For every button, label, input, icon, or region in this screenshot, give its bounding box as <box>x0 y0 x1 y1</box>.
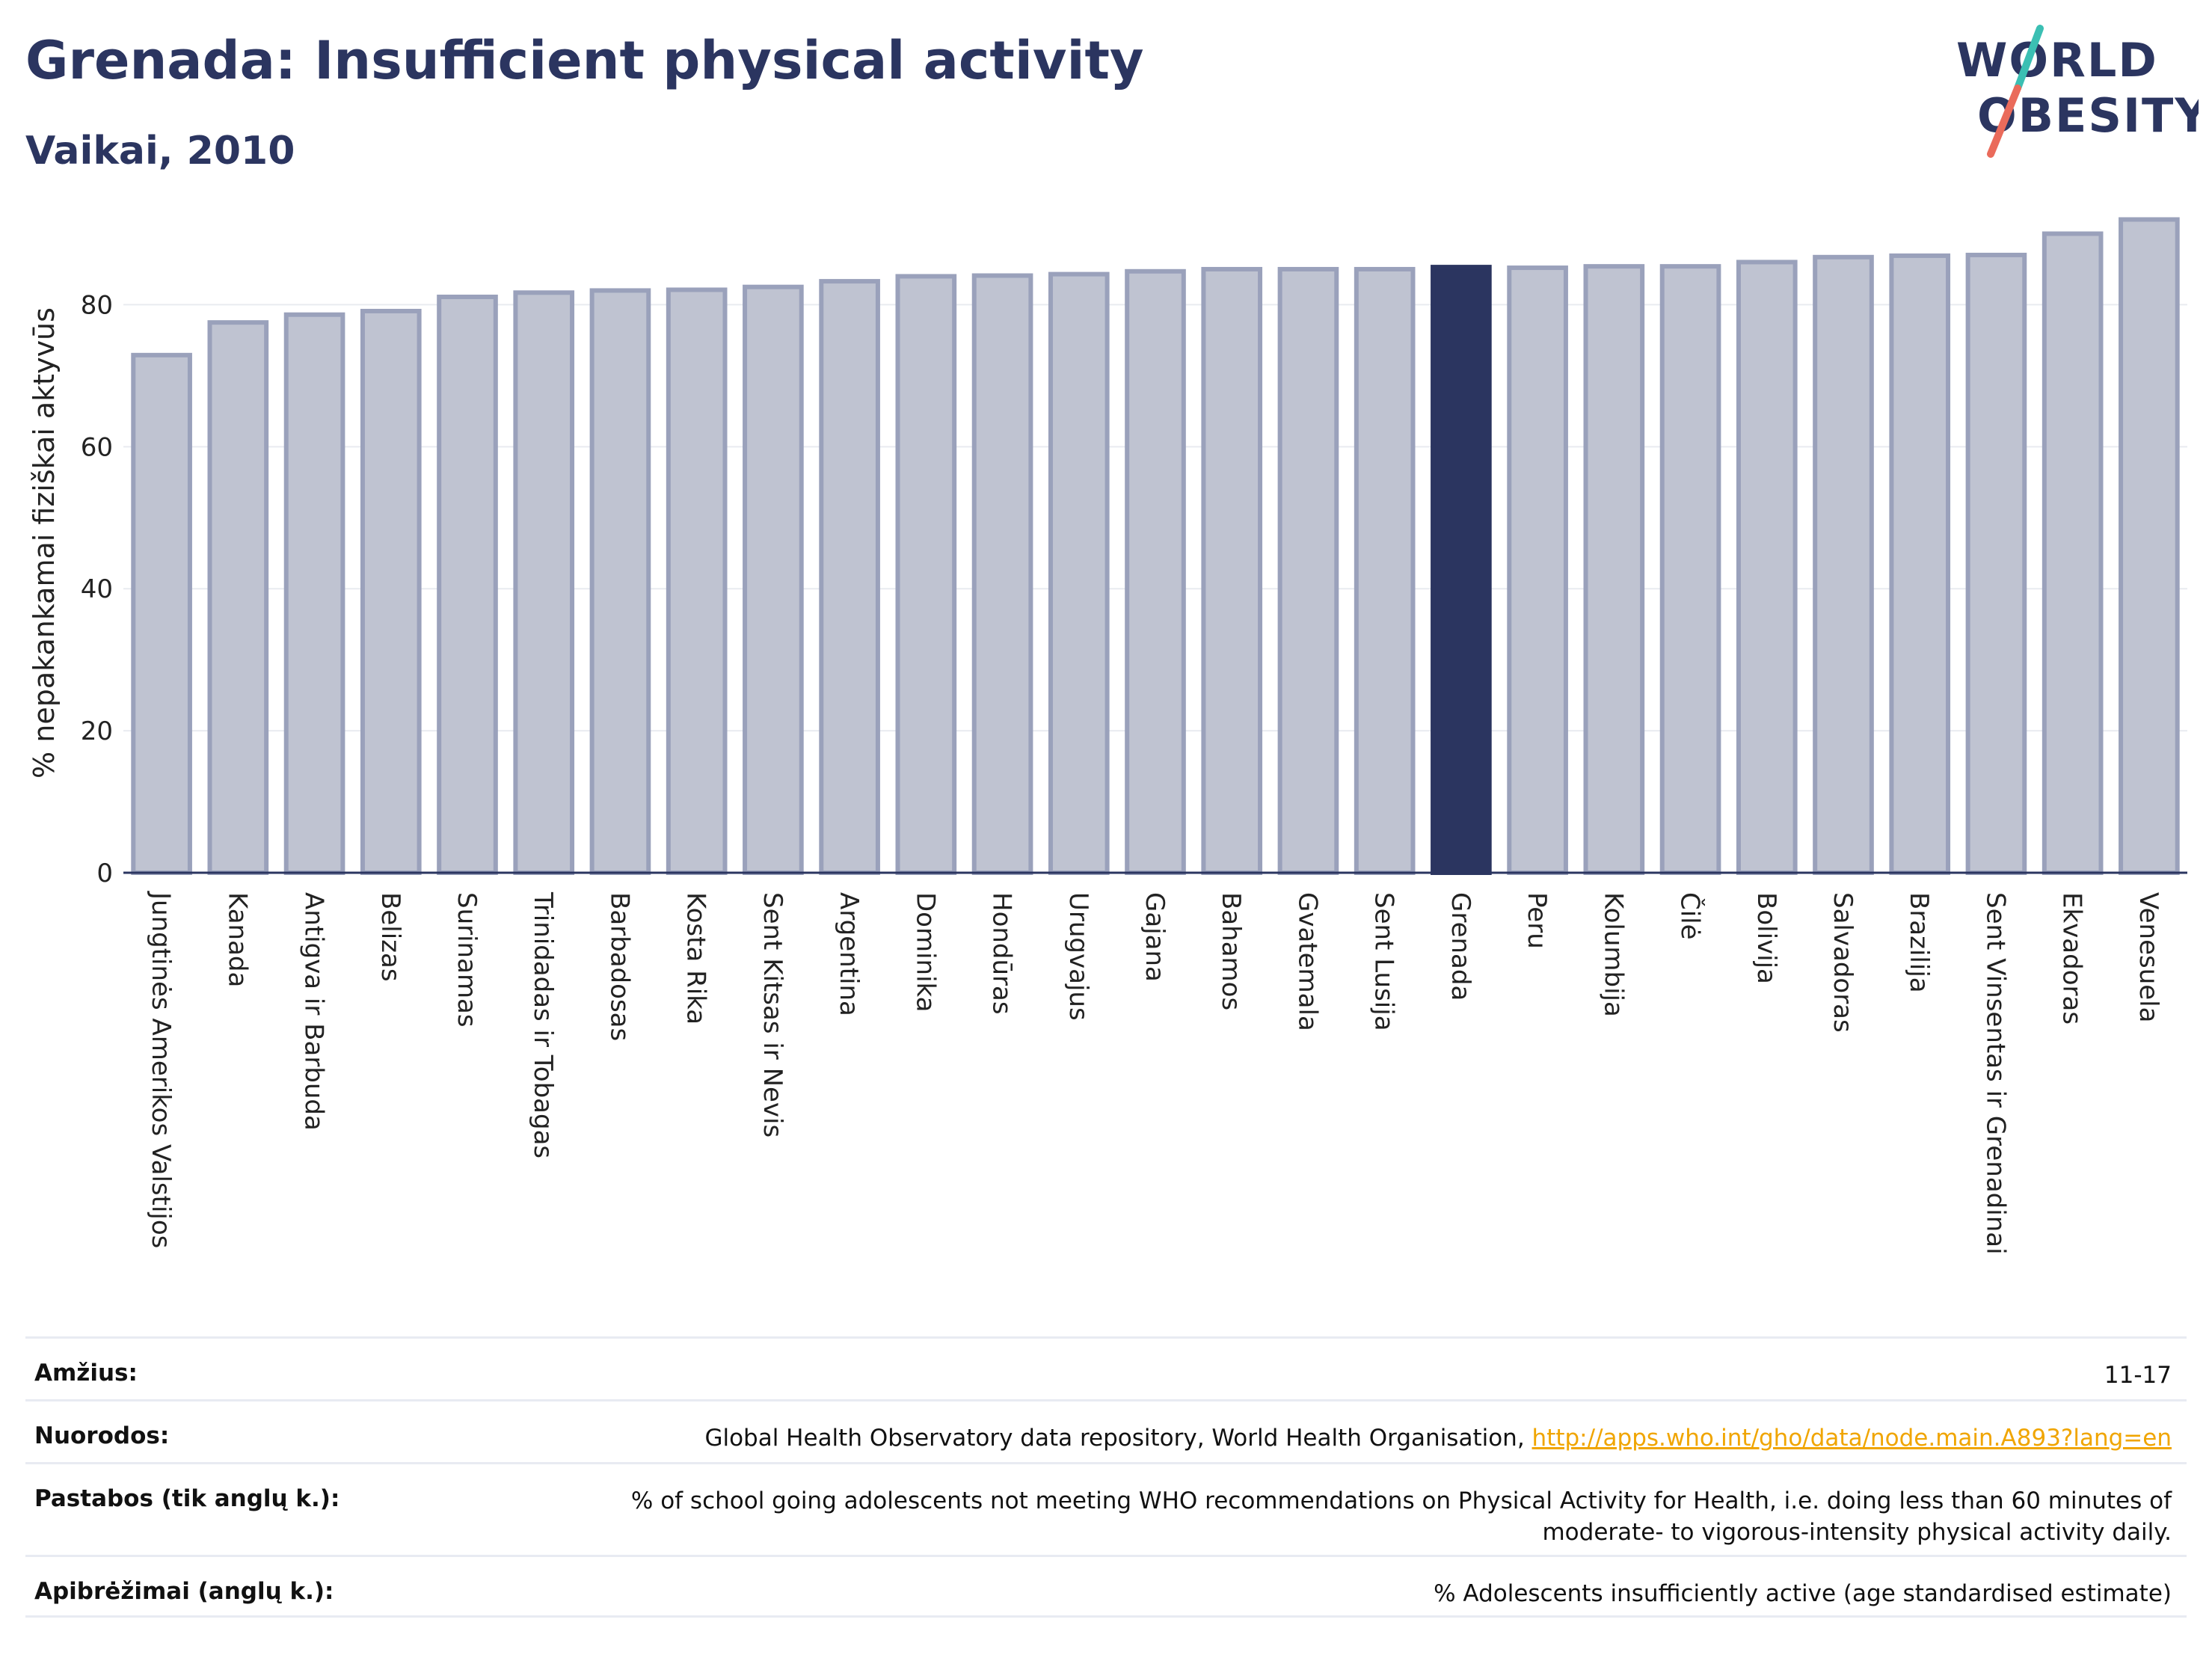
page-subtitle: Vaikai, 2010 <box>25 129 295 174</box>
notes-line-2: moderate- to vigorous-intensity physical… <box>1542 1519 2172 1546</box>
bar <box>1507 265 1568 876</box>
bar <box>1125 268 1186 875</box>
definitions-label: Apibrėžimai (anglų k.): <box>34 1578 334 1605</box>
x-tick-label: Čilė <box>1675 892 1706 940</box>
bar <box>895 274 957 876</box>
references-text: Global Health Observatory data repositor… <box>704 1425 1525 1452</box>
bar <box>1277 266 1339 875</box>
x-tick-label: Argentina <box>834 892 864 1016</box>
bar <box>131 352 192 875</box>
x-tick-label: Salvadoras <box>1828 892 1858 1033</box>
world-obesity-logo: WORLD OBESITY <box>1956 25 2199 158</box>
x-tick-label: Sent Lusija <box>1369 892 1399 1031</box>
x-tick-label: Brazilija <box>1904 892 1934 993</box>
bar <box>1354 266 1416 875</box>
bar <box>1201 266 1263 875</box>
bar <box>207 320 269 875</box>
y-tick-label: 40 <box>81 574 113 604</box>
x-tick-label: Gajana <box>1140 892 1170 982</box>
bar <box>2042 231 2104 875</box>
bar-chart: 0 20 40 60 80 % nepakankamai fiziškai aktyvūs… <box>28 217 2187 1255</box>
footer-row-notes: Pastabos (tik anglų k.): % of school goi… <box>25 1462 2187 1555</box>
logo-slash-teal <box>2014 25 2044 92</box>
bar <box>971 273 1033 876</box>
bar <box>1659 264 1721 875</box>
definitions-value: % Adolescents insufficiently active (age… <box>1434 1580 2172 1607</box>
x-tick-label: Barbadosas <box>604 892 634 1041</box>
bar <box>1889 253 1951 876</box>
bar <box>1431 265 1492 875</box>
x-tick-label: Sent Vinsentas ir Grenadinai <box>1980 892 2010 1255</box>
bar <box>819 279 880 875</box>
y-tick-label: 20 <box>81 716 113 746</box>
x-tick-label: Belizas <box>375 892 405 982</box>
bar <box>2119 217 2180 876</box>
footer-table: Amžius: 11-17 Nuorodos: Global Health Ob… <box>25 1336 2187 1618</box>
x-tick-label: Hondūras <box>987 892 1017 1015</box>
x-tick-label: Antigva ir Barbuda <box>299 892 329 1131</box>
x-tick-label: Gvatemala <box>1292 892 1322 1031</box>
x-tick-label: Grenada <box>1446 892 1475 1001</box>
x-tick-label: Venesuela <box>2133 892 2163 1022</box>
y-tick-label: 60 <box>81 432 113 462</box>
x-tick-label: Sent Kitsas ir Nevis <box>758 892 787 1137</box>
x-tick-label: Jungtinės Amerikos Valstijos <box>146 891 176 1248</box>
logo-text-world: WORLD <box>1956 33 2158 87</box>
footer-row-age: Amžius: 11-17 <box>25 1336 2187 1399</box>
bar <box>1965 252 2027 875</box>
bar <box>743 284 804 875</box>
bar <box>437 294 498 875</box>
x-tick-label: Urugvajus <box>1063 892 1093 1021</box>
y-axis-label: % nepakankamai fiziškai aktyvūs <box>28 307 61 779</box>
bar <box>1736 260 1798 875</box>
x-tick-label: Kosta Rika <box>681 892 711 1025</box>
footer-row-definitions: Apibrėžimai (anglų k.): % Adolescents in… <box>25 1555 2187 1618</box>
notes-line-1: % of school going adolescents not meetin… <box>630 1487 2172 1514</box>
x-tick-label: Peru <box>1522 892 1552 949</box>
x-tick-label: Surinamas <box>452 892 482 1028</box>
x-tick-label: Trinidadas ir Tobagas <box>528 891 558 1158</box>
bar <box>283 312 345 875</box>
bar <box>513 290 575 875</box>
x-tick-label: Bahamos <box>1216 892 1246 1010</box>
y-tick-label: 0 <box>96 859 113 888</box>
references-value: Global Health Observatory data repositor… <box>704 1422 2172 1454</box>
bar <box>589 288 651 875</box>
x-tick-label: Kolumbija <box>1598 892 1628 1017</box>
footer-row-references: Nuorodos: Global Health Observatory data… <box>25 1399 2187 1462</box>
notes-label: Pastabos (tik anglų k.): <box>34 1485 340 1512</box>
age-label: Amžius: <box>34 1360 138 1387</box>
references-link[interactable]: http://apps.who.int/gho/data/node.main.A… <box>1531 1425 2172 1452</box>
bar <box>1048 271 1110 875</box>
bar <box>1813 254 1874 875</box>
bar <box>360 308 422 875</box>
bar <box>1583 264 1645 875</box>
x-tick-label: Bolivija <box>1751 892 1781 984</box>
x-tick-label: Dominika <box>910 892 940 1012</box>
logo-slash-coral <box>1987 85 2021 158</box>
y-tick-label: 80 <box>81 290 113 320</box>
notes-value: % of school going adolescents not meetin… <box>631 1485 2172 1548</box>
age-value: 11-17 <box>2104 1362 2172 1389</box>
page-title: Grenada: Insufficient physical activity <box>25 30 1144 91</box>
bar <box>666 287 728 875</box>
references-label: Nuorodos: <box>34 1422 170 1449</box>
x-tick-label: Kanada <box>222 892 252 987</box>
x-tick-label: Ekvadoras <box>2057 892 2087 1025</box>
